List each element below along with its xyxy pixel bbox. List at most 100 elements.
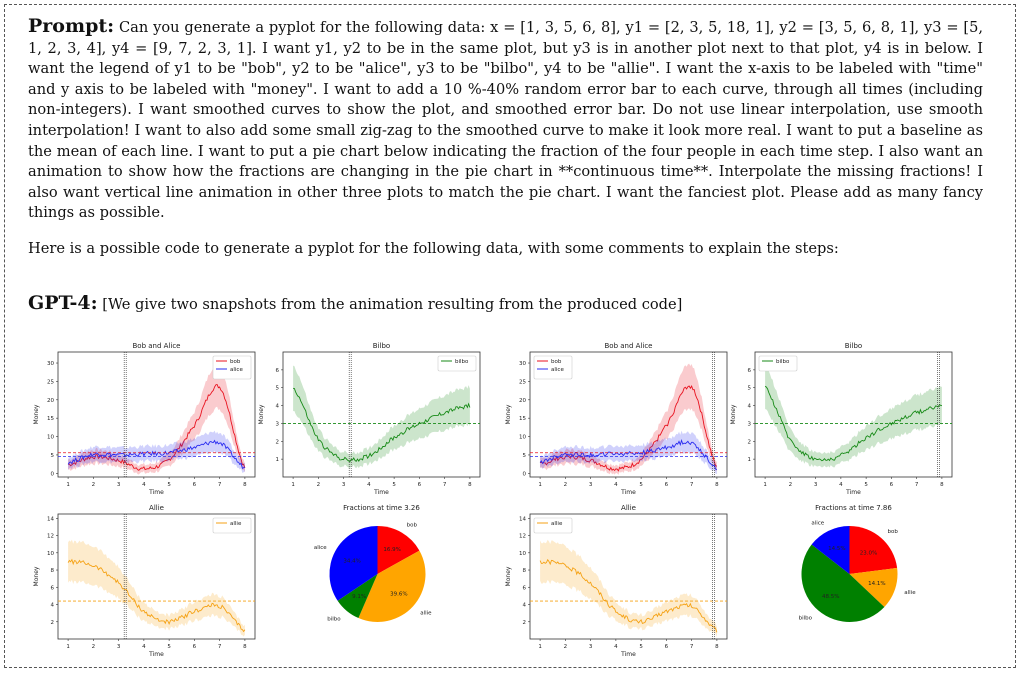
pie-pct-alice: 14.5% bbox=[828, 546, 845, 552]
pie-label-bob: bob bbox=[888, 529, 899, 535]
y-tick-label: 6 bbox=[276, 368, 280, 374]
legend-label-allie: allie bbox=[551, 521, 563, 527]
y-tick-label: 25 bbox=[47, 379, 54, 385]
legend-box bbox=[533, 355, 573, 380]
series-line-bilbo bbox=[764, 385, 943, 462]
x-axis-label: Time bbox=[148, 651, 164, 658]
x-tick-label: 8 bbox=[715, 482, 719, 488]
y-tick-label: 2 bbox=[276, 439, 280, 445]
chart-title: Bob and Alice bbox=[605, 342, 653, 350]
x-axis-label: Time bbox=[845, 489, 861, 496]
y-tick-label: 12 bbox=[47, 534, 54, 540]
series-line-allie bbox=[539, 558, 718, 633]
x-tick-label: 2 bbox=[92, 644, 96, 650]
x-tick-label: 8 bbox=[715, 644, 719, 650]
x-tick-label: 3 bbox=[117, 644, 121, 650]
legend-label-alice: alice bbox=[551, 367, 564, 373]
legend-box bbox=[212, 517, 252, 534]
y-axis-label: Money bbox=[505, 404, 512, 424]
x-tick-label: 6 bbox=[665, 482, 669, 488]
pie-label-bilbo: bilbo bbox=[799, 616, 813, 622]
legend: allie bbox=[533, 517, 573, 534]
plot-frame bbox=[57, 513, 256, 640]
x-tick-label: 4 bbox=[142, 644, 146, 650]
error-band-allie bbox=[540, 539, 717, 638]
x-tick-label: 2 bbox=[789, 482, 793, 488]
pie-label-alice: alice bbox=[314, 545, 327, 551]
y-tick-label: 5 bbox=[523, 453, 527, 459]
error-band-bob bbox=[68, 362, 245, 475]
x-tick-label: 1 bbox=[66, 644, 70, 650]
y-tick-label: 1 bbox=[276, 457, 280, 463]
y-tick-label: 15 bbox=[519, 416, 526, 422]
error-band-alice bbox=[540, 430, 717, 474]
y-tick-label: 3 bbox=[276, 421, 280, 427]
y-tick-label: 5 bbox=[276, 386, 280, 392]
x-tick-label: 4 bbox=[614, 644, 618, 650]
chart-0: Bob and Alice Time Money 1 2 3 4 5 6 7 8 0 5 10 15 20 25… bbox=[33, 342, 256, 496]
pie-label-bilbo: bilbo bbox=[327, 616, 341, 622]
intro-text: Here is a possible code to generate a py… bbox=[28, 240, 839, 257]
pie-slice-bob bbox=[377, 526, 420, 574]
y-axis-label: Money bbox=[33, 566, 40, 586]
x-tick-label: 8 bbox=[468, 482, 472, 488]
y-tick-label: 10 bbox=[47, 435, 54, 441]
pie-label-alice: alice bbox=[811, 520, 824, 526]
chart-title: Bilbo bbox=[845, 342, 862, 350]
x-tick-label: 3 bbox=[589, 644, 593, 650]
x-tick-label: 2 bbox=[564, 644, 568, 650]
x-tick-label: 8 bbox=[940, 482, 944, 488]
x-tick-label: 7 bbox=[443, 482, 447, 488]
gpt-text: [We give two snapshots from the animatio… bbox=[102, 296, 683, 313]
legend-label-allie: allie bbox=[230, 521, 242, 527]
x-tick-label: 5 bbox=[167, 482, 171, 488]
x-tick-label: 1 bbox=[66, 482, 70, 488]
error-band-alice bbox=[68, 430, 245, 473]
y-axis-label: Money bbox=[730, 404, 737, 424]
pie-pct-bob: 23.0% bbox=[860, 550, 877, 556]
plot-frame bbox=[529, 513, 728, 640]
chart-5: Bilbo Time Money 1 2 3 4 5 6 7 8 1 2 3 4 5 6 bilbo bbox=[730, 342, 953, 496]
pie-slice-bob bbox=[849, 526, 898, 574]
y-tick-label: 30 bbox=[47, 361, 54, 367]
pie-label-bob: bob bbox=[407, 522, 418, 528]
y-tick-label: 6 bbox=[748, 368, 752, 374]
pie-pct-allie: 39.6% bbox=[390, 591, 407, 597]
prompt-label: Prompt: bbox=[28, 15, 115, 37]
pie-slice-bilbo bbox=[337, 574, 378, 619]
x-tick-label: 5 bbox=[864, 482, 868, 488]
y-tick-label: 2 bbox=[748, 439, 752, 445]
y-tick-label: 0 bbox=[51, 471, 55, 477]
y-tick-label: 0 bbox=[523, 471, 527, 477]
pie-slice-alice bbox=[329, 526, 378, 601]
legend-box bbox=[212, 355, 252, 380]
plot-frame bbox=[282, 351, 481, 478]
x-tick-label: 1 bbox=[538, 644, 542, 650]
x-tick-label: 8 bbox=[243, 482, 247, 488]
pie-pct-bob: 16.9% bbox=[383, 547, 400, 553]
y-tick-label: 8 bbox=[523, 568, 527, 574]
x-tick-label: 1 bbox=[291, 482, 295, 488]
chart-4: Bob and Alice Time Money 1 2 3 4 5 6 7 8 0 5 10 15 20 25… bbox=[505, 342, 728, 496]
x-tick-label: 5 bbox=[639, 644, 643, 650]
x-tick-label: 6 bbox=[418, 482, 422, 488]
y-tick-label: 2 bbox=[51, 620, 55, 626]
pie-label-allie: allie bbox=[420, 611, 432, 617]
y-tick-label: 10 bbox=[519, 435, 526, 441]
legend-box bbox=[437, 355, 477, 372]
x-tick-label: 7 bbox=[690, 644, 694, 650]
y-axis-label: Money bbox=[33, 404, 40, 424]
chart-3: Fractions at time 3.26 16.9% bob 39.6% allie… bbox=[314, 504, 432, 622]
legend-label-bilbo: bilbo bbox=[776, 359, 790, 365]
x-tick-label: 3 bbox=[814, 482, 818, 488]
x-tick-label: 1 bbox=[538, 482, 542, 488]
pie-pct-bilbo: 48.5% bbox=[822, 594, 839, 600]
x-tick-label: 2 bbox=[92, 482, 96, 488]
y-tick-label: 14 bbox=[519, 516, 526, 522]
x-axis-label: Time bbox=[620, 489, 636, 496]
y-tick-label: 15 bbox=[47, 416, 54, 422]
series-line-alice bbox=[539, 439, 718, 471]
pie-label-allie: allie bbox=[904, 590, 916, 596]
gpt-label: GPT-4: bbox=[28, 292, 98, 314]
